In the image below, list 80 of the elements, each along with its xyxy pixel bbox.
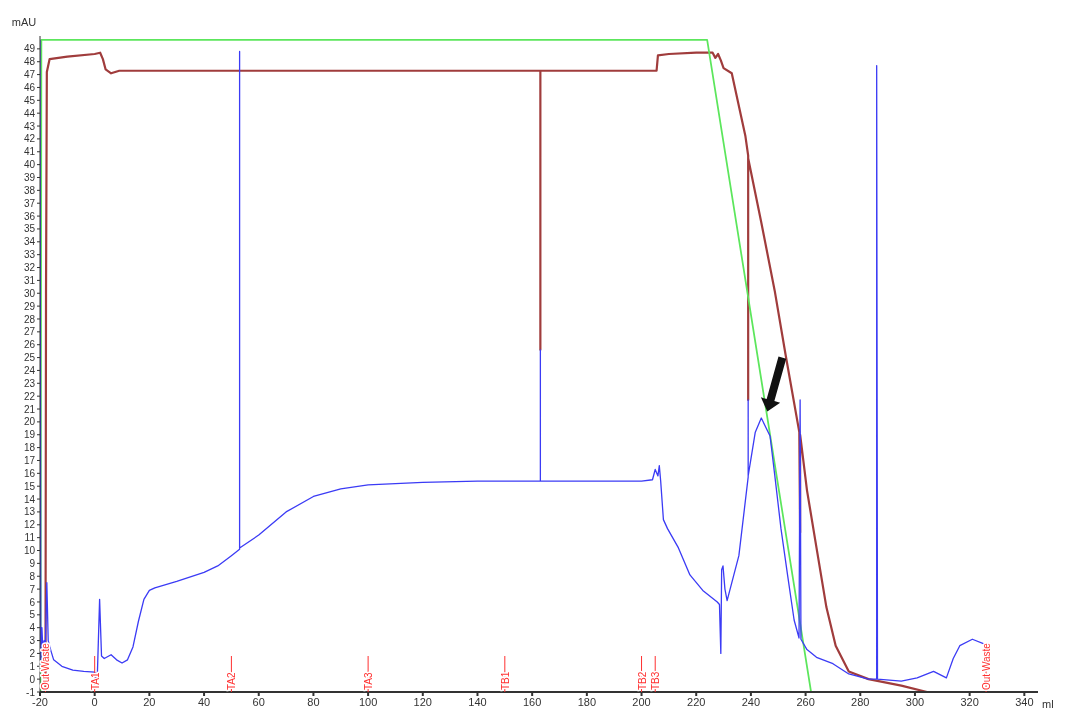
y-tick-label: 46	[23, 82, 36, 93]
y-tick-label: 22	[23, 390, 36, 402]
y-tick-label: 26	[23, 339, 36, 351]
y-tick-label: 28	[23, 313, 36, 325]
y-tick-label: 4	[29, 622, 36, 634]
ref-line-label: TB2	[636, 671, 648, 690]
y-tick-label: 16	[23, 467, 36, 479]
y-tick-label: 2	[29, 647, 36, 659]
y-tick-label: 9	[29, 557, 36, 569]
y-tick-label: 23	[23, 377, 36, 389]
y-tick-label: 21	[23, 403, 36, 415]
x-tick-label: 280	[851, 695, 870, 708]
x-tick-label: 100	[358, 695, 378, 708]
y-tick-label: 1	[29, 660, 36, 672]
y-tick-label: 34	[23, 236, 36, 248]
x-tick-label: 220	[687, 695, 706, 708]
x-tick-label: 180	[577, 695, 597, 708]
y-tick-label: 31	[23, 274, 36, 286]
ref-line-label: Out Waste	[40, 642, 52, 690]
y-tick-label: 32	[23, 262, 36, 274]
x-tick-label: 160	[522, 695, 542, 708]
y-tick-label: 29	[23, 300, 36, 312]
ref-line-label: TB1	[499, 671, 511, 690]
y-tick-label: 13	[23, 506, 36, 518]
y-tick-label: 42	[23, 133, 36, 145]
ref-line-label: TA2	[226, 671, 238, 690]
y-tick-label: 48	[23, 56, 36, 68]
ref-line-label: Out Waste	[981, 642, 993, 690]
y-tick-label: 20	[23, 416, 36, 428]
ref-line-label: TA1	[89, 671, 101, 690]
ref-line-label: TB3	[650, 671, 662, 690]
y-tick-label: 25	[23, 352, 36, 364]
x-tick-label: 60	[252, 695, 265, 708]
y-tick-label: 41	[23, 146, 36, 158]
y-tick-label: 30	[23, 287, 36, 299]
y-tick-label: 39	[23, 172, 36, 184]
y-tick-label: 38	[23, 184, 36, 196]
x-tick-label: 80	[307, 695, 320, 708]
x-tick-label: 320	[960, 695, 979, 708]
y-tick-label: 33	[23, 249, 36, 261]
y-tick-label: 37	[23, 197, 36, 209]
y-tick-label: 17	[23, 455, 36, 467]
y-tick-label: 27	[23, 326, 36, 338]
y-tick-label: 0	[29, 673, 36, 685]
y-tick-label: 35	[23, 223, 36, 235]
y-tick-label: 10	[23, 545, 36, 557]
x-tick-label: 20	[143, 695, 156, 708]
x-tick-label: 260	[796, 695, 815, 708]
y-tick-label: 24	[23, 364, 36, 376]
y-tick-label: 45	[23, 94, 36, 106]
y-tick-label: 40	[23, 159, 36, 171]
x-axis-title: ml	[1042, 697, 1054, 710]
x-tick-label: -20	[32, 695, 48, 708]
y-tick-label: 19	[23, 429, 36, 441]
x-tick-label: 0	[91, 695, 98, 708]
y-tick-label: 11	[24, 532, 36, 544]
y-tick-label: 12	[23, 519, 36, 531]
ref-line-label: TA3	[363, 671, 375, 690]
y-axis-title: mAU	[11, 16, 37, 28]
x-tick-label: 240	[741, 695, 761, 708]
x-tick-label: 200	[632, 695, 651, 708]
y-tick-label: 36	[23, 210, 36, 222]
x-tick-label: 340	[1015, 695, 1034, 708]
x-tick-label: 300	[905, 695, 925, 708]
y-tick-label: 5	[29, 609, 36, 621]
y-tick-label: 49	[23, 43, 36, 55]
y-tick-label: 18	[23, 442, 36, 454]
x-tick-label: 120	[413, 695, 432, 708]
y-tick-label: 7	[29, 583, 36, 595]
y-tick-label: 14	[23, 493, 36, 505]
y-tick-label: 47	[23, 69, 36, 81]
y-tick-label: 6	[29, 596, 36, 608]
y-tick-label: 43	[23, 120, 36, 132]
y-tick-label: 15	[23, 480, 36, 492]
x-tick-label: 40	[197, 695, 211, 708]
y-tick-label: -1	[26, 686, 36, 698]
x-tick-label: 140	[468, 695, 487, 708]
y-tick-label: 44	[23, 107, 36, 119]
y-tick-label: 3	[29, 635, 36, 647]
y-tick-label: 8	[29, 570, 36, 582]
